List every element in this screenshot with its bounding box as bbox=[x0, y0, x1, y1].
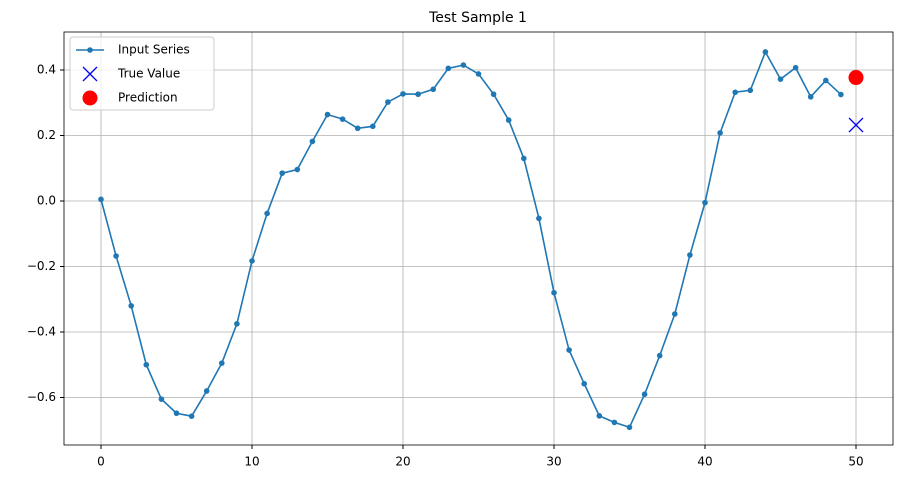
data-point bbox=[143, 361, 150, 368]
data-point bbox=[848, 117, 864, 133]
data-point bbox=[188, 413, 195, 419]
data-point bbox=[717, 130, 723, 136]
legend-label: Prediction bbox=[118, 91, 178, 105]
x-tick-label: 20 bbox=[395, 455, 410, 469]
legend-label: Input Series bbox=[118, 43, 190, 57]
y-tick-label: 0.2 bbox=[37, 128, 56, 142]
legend-label: True Value bbox=[117, 67, 180, 81]
cross-stroke bbox=[848, 117, 864, 133]
data-point bbox=[566, 347, 572, 353]
data-point bbox=[823, 77, 829, 84]
data-point bbox=[626, 424, 633, 431]
data-point bbox=[339, 116, 346, 122]
x-tick-label: 10 bbox=[244, 455, 259, 469]
data-point bbox=[762, 49, 769, 55]
data-point bbox=[611, 419, 618, 426]
data-point bbox=[536, 215, 542, 222]
data-point bbox=[641, 391, 648, 398]
data-point bbox=[475, 71, 482, 77]
plot-frame bbox=[63, 31, 894, 446]
data-point bbox=[264, 210, 270, 217]
data-point bbox=[702, 199, 708, 206]
legend-marker bbox=[87, 47, 93, 53]
data-point bbox=[309, 138, 316, 145]
legend-marker bbox=[82, 66, 98, 82]
data-point bbox=[807, 94, 814, 100]
data-point bbox=[792, 64, 799, 71]
data-point bbox=[445, 65, 452, 72]
y-tick-label: −0.2 bbox=[27, 259, 56, 273]
y-tick-label: 0.0 bbox=[37, 193, 56, 207]
x-tick-label: 40 bbox=[697, 455, 712, 469]
legend-frame bbox=[69, 36, 215, 111]
data-point bbox=[460, 62, 467, 68]
data-point bbox=[848, 70, 864, 86]
data-point bbox=[218, 360, 225, 366]
data-point bbox=[596, 413, 603, 419]
cross-stroke bbox=[82, 66, 98, 82]
data-point bbox=[234, 321, 240, 327]
legend-marker bbox=[82, 90, 98, 106]
data-point bbox=[128, 303, 134, 309]
data-point bbox=[687, 252, 693, 258]
data-point bbox=[581, 380, 588, 387]
data-point bbox=[369, 123, 376, 130]
data-point bbox=[732, 89, 739, 96]
data-point bbox=[279, 170, 285, 176]
data-point bbox=[672, 311, 678, 317]
data-point bbox=[354, 125, 361, 132]
data-point bbox=[777, 76, 784, 82]
data-point bbox=[385, 99, 391, 105]
y-tick-label: 0.4 bbox=[37, 62, 56, 76]
x-tick-label: 50 bbox=[848, 455, 863, 469]
data-point bbox=[158, 396, 165, 402]
data-point bbox=[113, 253, 119, 259]
data-point bbox=[505, 117, 512, 123]
x-tick-label: 0 bbox=[97, 455, 105, 469]
data-point bbox=[430, 86, 436, 93]
data-point bbox=[747, 87, 754, 94]
data-point bbox=[838, 91, 844, 98]
data-point bbox=[400, 91, 406, 97]
data-point bbox=[173, 410, 180, 417]
x-tick-label: 30 bbox=[546, 455, 561, 469]
data-point bbox=[490, 91, 497, 98]
data-point bbox=[98, 196, 104, 203]
data-point bbox=[249, 258, 255, 264]
data-point bbox=[203, 388, 210, 394]
data-point bbox=[294, 166, 301, 173]
data-point bbox=[656, 352, 663, 359]
y-tick-label: −0.4 bbox=[27, 325, 56, 339]
y-tick-label: −0.6 bbox=[27, 390, 56, 404]
series-line bbox=[100, 50, 842, 429]
data-point bbox=[415, 91, 421, 98]
data-point bbox=[551, 289, 557, 296]
data-point bbox=[521, 155, 527, 162]
chart-title: Test Sample 1 bbox=[428, 10, 527, 26]
data-point bbox=[324, 111, 331, 118]
